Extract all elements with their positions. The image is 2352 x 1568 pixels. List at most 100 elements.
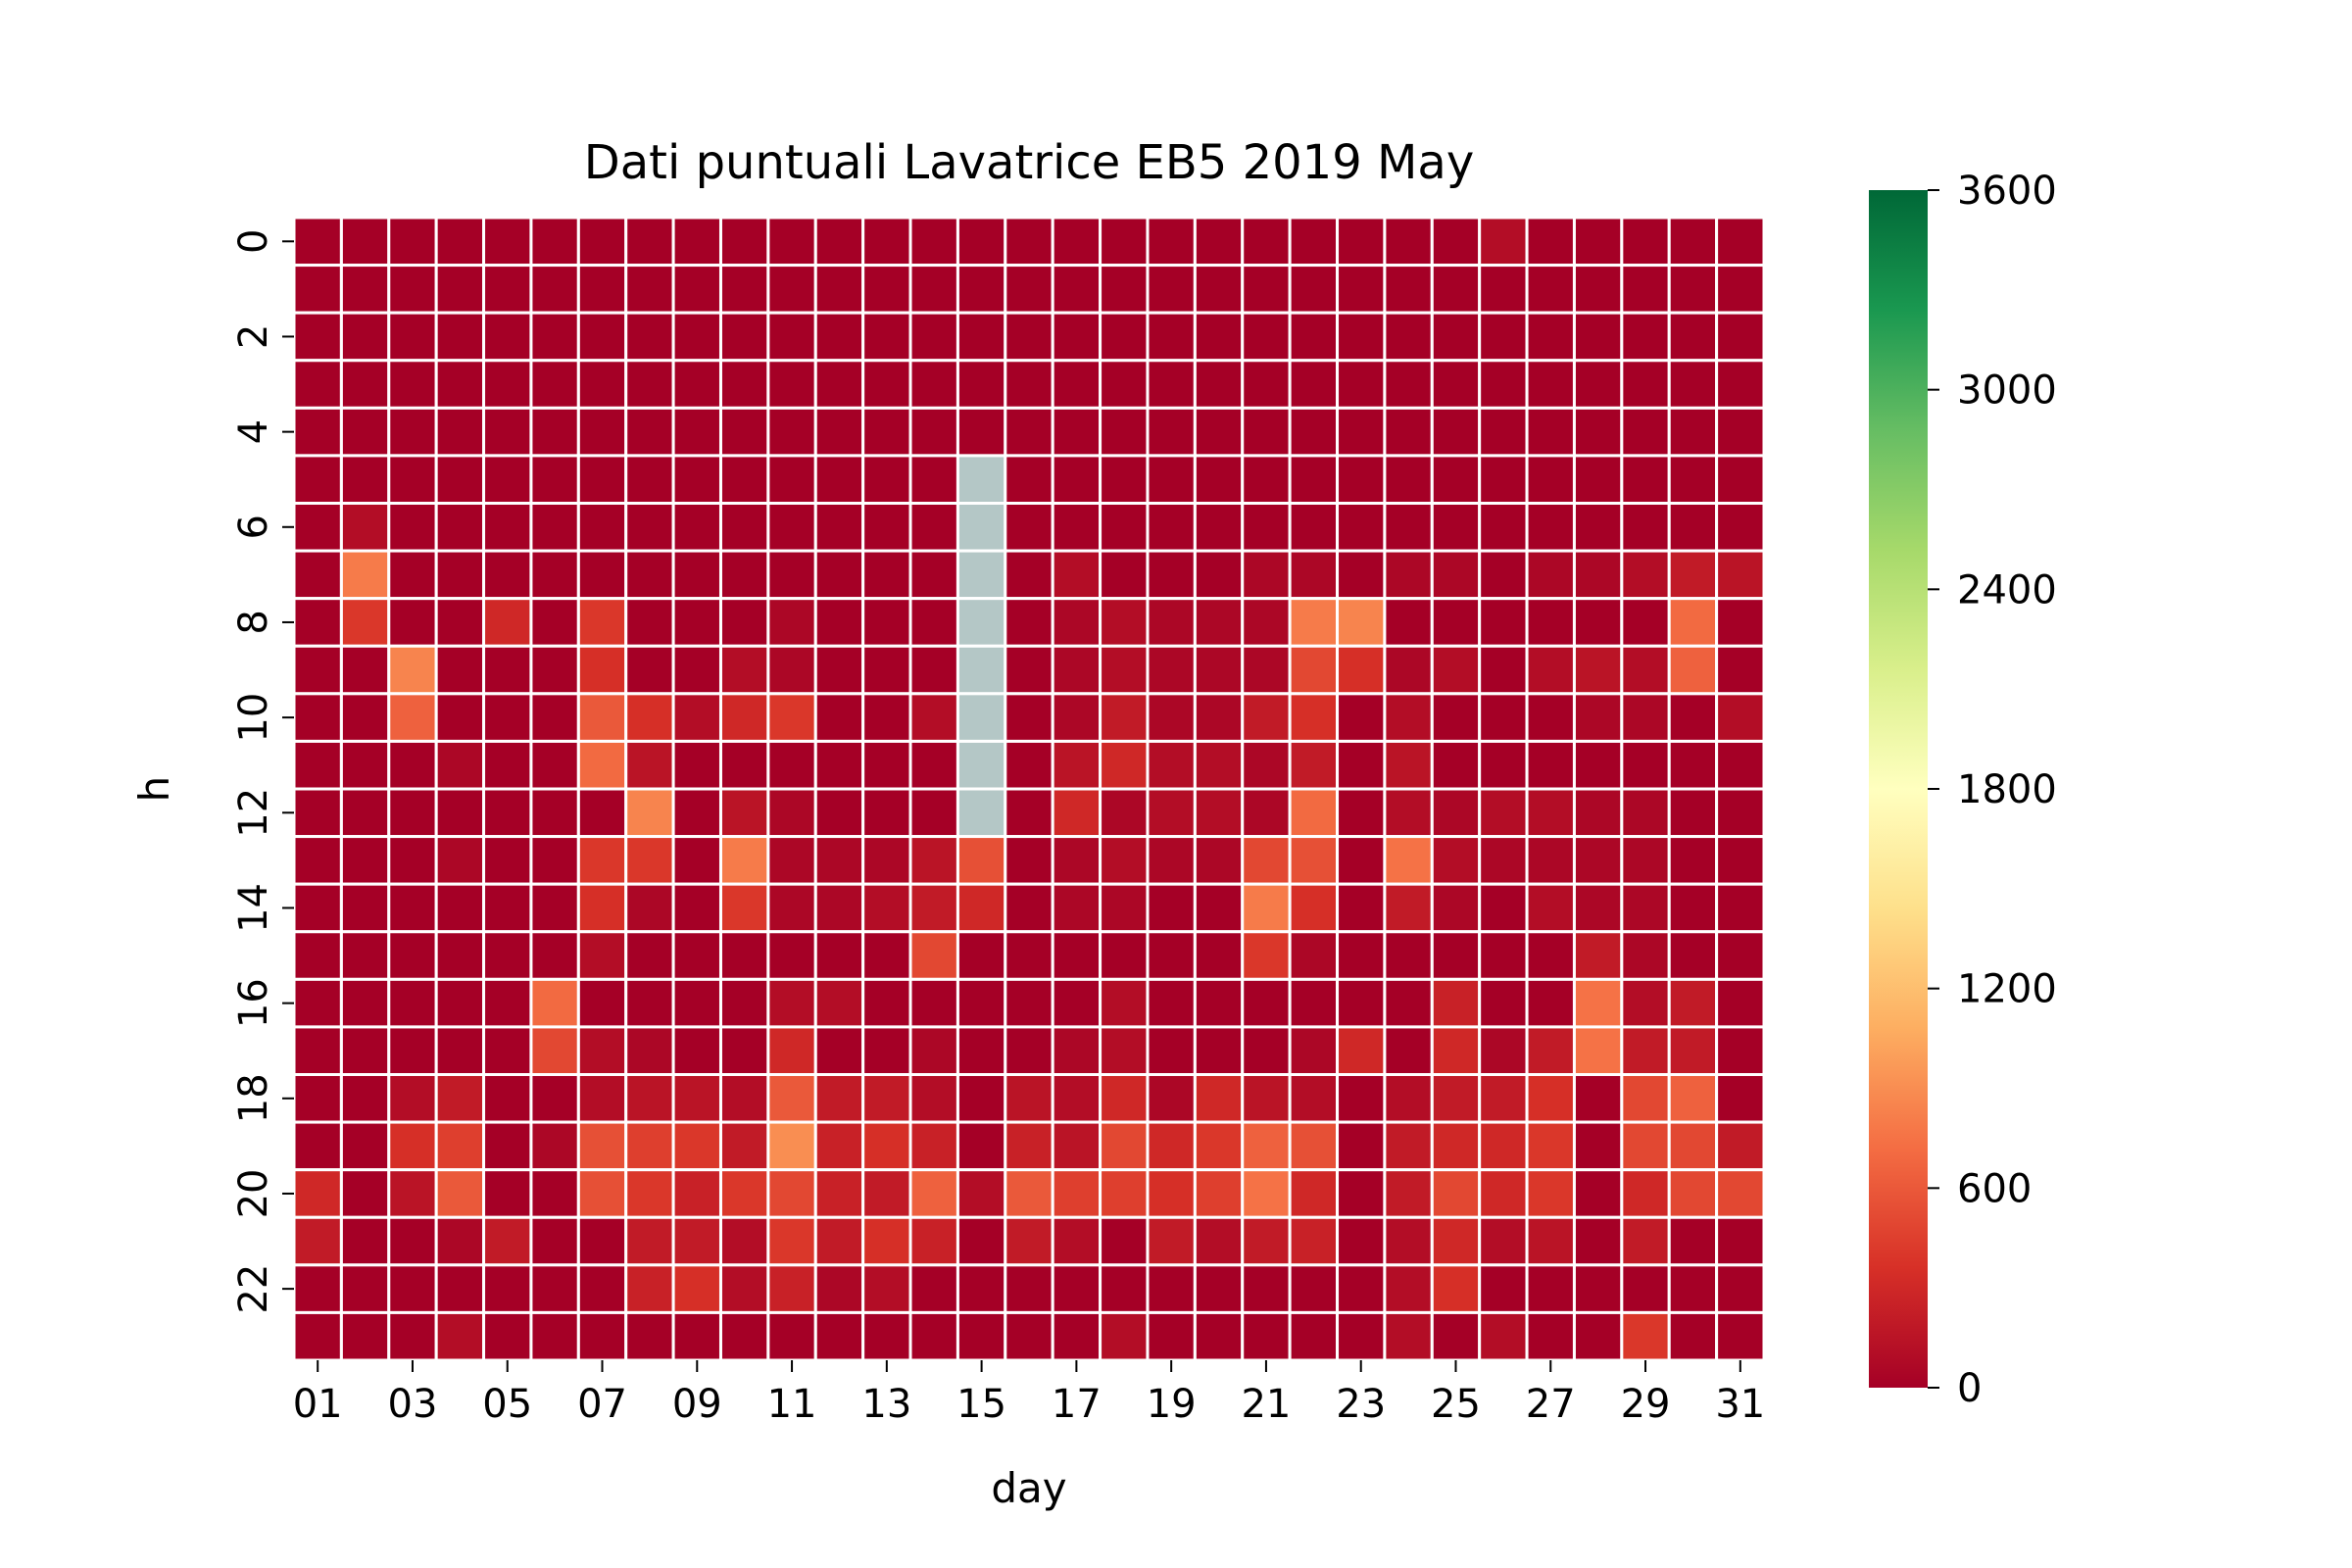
heatmap-cell [1241,311,1292,363]
heatmap-cell [292,311,343,363]
heatmap-cell [1478,406,1529,458]
heatmap-cell [1193,1263,1245,1314]
heatmap-cell [813,977,865,1029]
heatmap-cell [1430,1215,1482,1267]
heatmap-cell [1336,1025,1387,1076]
heatmap-cell [1099,1263,1150,1314]
heatmap-cell [1715,1120,1766,1172]
heatmap-cell [1525,787,1576,839]
heatmap-cell [766,930,817,981]
heatmap-cell [1288,502,1340,553]
heatmap-cell [1715,1263,1766,1314]
heatmap-cell [1288,549,1340,601]
heatmap-cell [1715,930,1766,981]
heatmap-cell [624,359,675,410]
heatmap-cell [292,835,343,886]
heatmap-cell [1525,835,1576,886]
heatmap-cell [813,406,865,458]
heatmap-cell [482,406,533,458]
heatmap-cell [1146,835,1197,886]
heatmap-cell [1715,977,1766,1029]
heatmap-cell [1478,1168,1529,1219]
heatmap-cell [387,216,438,268]
heatmap-cell [624,1073,675,1124]
heatmap-cell [1667,882,1719,934]
heatmap-cell [1667,502,1719,553]
heatmap-cell [434,835,486,886]
heatmap-cell [1525,1120,1576,1172]
heatmap-cell [1004,1168,1054,1219]
heatmap-cell [434,216,486,268]
heatmap-cell [1004,977,1054,1029]
heatmap-cell [1620,835,1671,886]
heatmap-cell [1715,739,1766,791]
heatmap-cell [1478,835,1529,886]
heatmap-cell [861,1120,912,1172]
heatmap-cell [1478,692,1529,743]
heatmap-cell [292,502,343,553]
heatmap-cell [908,549,959,601]
heatmap-cell [1193,1120,1245,1172]
heatmap-cell [387,977,438,1029]
heatmap-cell [1572,739,1624,791]
heatmap-cell [1051,930,1102,981]
heatmap-cell [1288,644,1340,696]
heatmap-cell [482,977,533,1029]
heatmap-cell [671,216,722,268]
heatmap-cell [529,1263,580,1314]
heatmap-cell [1478,787,1529,839]
heatmap-cell [292,787,343,839]
heatmap-cell [292,597,343,648]
heatmap-cell [1241,454,1292,505]
heatmap-cell [718,406,770,458]
heatmap-cell [292,1215,343,1267]
heatmap-cell [529,359,580,410]
heatmap-cell [1004,406,1054,458]
heatmap-cell [1193,930,1245,981]
heatmap-cell [766,835,817,886]
heatmap-cell [576,1025,628,1076]
heatmap-cell [1383,1215,1434,1267]
heatmap-cell [1241,977,1292,1029]
heatmap-cell [1478,644,1529,696]
heatmap-cell [766,692,817,743]
x-tick-label: 01 [293,1382,343,1427]
heatmap-cell [671,454,722,505]
heatmap-cell [1620,1120,1671,1172]
heatmap-cell [908,311,959,363]
heatmap-cell [1288,1168,1340,1219]
heatmap-cell [908,264,959,315]
heatmap-cell [956,882,1007,934]
heatmap-cell [908,1120,959,1172]
heatmap-cell [766,787,817,839]
x-tick-label: 23 [1336,1382,1386,1427]
heatmap-cell [1383,264,1434,315]
heatmap-cell [1478,1025,1529,1076]
heatmap-cell [956,264,1007,315]
heatmap-cell [861,454,912,505]
y-tick-label: 22 [231,1264,276,1314]
heatmap-cell [1430,739,1482,791]
heatmap-cell [1383,502,1434,553]
y-tick-label: 12 [231,788,276,838]
heatmap-cell [861,1168,912,1219]
heatmap-cell [1336,1310,1387,1362]
heatmap-cell [434,882,486,934]
heatmap-cell [1620,502,1671,553]
heatmap-cell [1383,359,1434,410]
heatmap-cell [1525,1215,1576,1267]
heatmap-cell [1620,454,1671,505]
heatmap-cell [908,406,959,458]
heatmap-cell [1193,502,1245,553]
heatmap-cell [624,264,675,315]
heatmap-cell [1572,977,1624,1029]
heatmap-cell [1336,739,1387,791]
heatmap-cell [1620,1168,1671,1219]
heatmap-cell [1478,216,1529,268]
heatmap-cell [1667,597,1719,648]
heatmap-cell [1004,1025,1054,1076]
chart-title: Dati puntuali Lavatrice EB5 2019 May [584,135,1474,190]
heatmap-cell [956,311,1007,363]
heatmap-cell [956,644,1007,696]
heatmap-cell [1241,549,1292,601]
